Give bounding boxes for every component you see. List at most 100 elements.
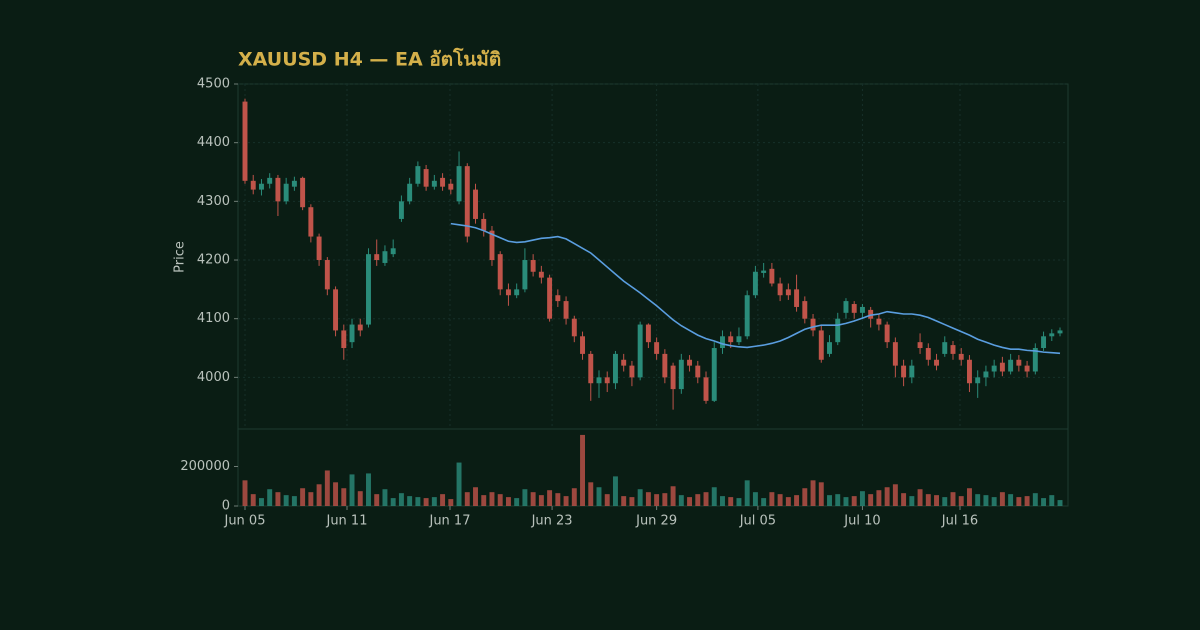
- candle-body: [876, 318, 882, 325]
- candle-body: [744, 295, 750, 337]
- volume-bar: [300, 488, 306, 506]
- volume-bar: [720, 496, 725, 506]
- candle-body: [785, 289, 791, 296]
- volume-bar: [802, 488, 808, 506]
- volume-bar: [761, 498, 767, 506]
- volume-bar: [1057, 500, 1063, 506]
- candle-body: [983, 371, 989, 378]
- candle-body: [1057, 330, 1063, 334]
- candle-body: [761, 270, 767, 273]
- x-tick-label: Jun 17: [428, 514, 470, 529]
- volume-bar: [851, 496, 857, 506]
- candle-body: [645, 324, 651, 343]
- candle-body: [711, 348, 717, 401]
- volume-bar: [555, 493, 561, 506]
- volume-bar: [571, 488, 577, 506]
- volume-bar: [752, 492, 758, 506]
- volume-bar: [983, 495, 989, 506]
- x-tick-label: Jul 05: [739, 514, 776, 529]
- candle-body: [752, 271, 758, 296]
- candle-body: [1041, 336, 1047, 349]
- candle-body: [300, 177, 306, 208]
- volume-bar: [843, 497, 849, 506]
- candle-body: [308, 207, 314, 237]
- volume-bar: [250, 494, 256, 506]
- volume-bar: [1041, 498, 1047, 506]
- volume-bar: [398, 493, 404, 506]
- volume-bar: [1024, 496, 1030, 506]
- volume-bar: [267, 489, 273, 506]
- candle-body: [538, 271, 544, 278]
- volume-bar: [777, 494, 783, 506]
- candle-body: [530, 260, 536, 272]
- volume-panel: [237, 428, 1069, 507]
- volume-bar: [1008, 494, 1014, 506]
- x-tick-label: Jun 05: [223, 514, 265, 529]
- volume-bar: [950, 492, 956, 506]
- candle-body: [267, 177, 273, 184]
- volume-bar: [349, 474, 355, 506]
- y-tick-label: 4100: [197, 311, 230, 326]
- volume-bar: [744, 480, 750, 506]
- volume-bar: [604, 494, 610, 506]
- volume-bar: [958, 496, 964, 506]
- candle-body: [497, 254, 503, 290]
- candle-body: [489, 230, 495, 261]
- candle-body: [291, 180, 297, 187]
- volume-bar: [547, 490, 553, 506]
- volume-bar: [423, 498, 429, 506]
- candle-body: [1024, 365, 1030, 372]
- volume-bar: [670, 486, 676, 506]
- volume-bar: [1049, 495, 1055, 506]
- volume-bar: [769, 492, 775, 506]
- candle-body: [884, 324, 890, 343]
- candle-body: [415, 166, 421, 184]
- candle-body: [868, 309, 874, 319]
- candle-body: [720, 336, 725, 349]
- candle-body: [999, 362, 1005, 372]
- candle-body: [654, 342, 660, 354]
- candle-body: [398, 201, 404, 219]
- volume-bar: [637, 489, 643, 506]
- moving-average: [450, 222, 1061, 355]
- y-tick-label: 4400: [197, 135, 230, 150]
- candle-body: [687, 359, 693, 366]
- volume-bar: [275, 492, 281, 506]
- candle-body: [934, 359, 939, 366]
- candle-body: [440, 177, 446, 187]
- candle-body: [390, 248, 396, 255]
- candle-body: [695, 365, 701, 378]
- candle-body: [349, 324, 355, 343]
- candle-body: [341, 330, 347, 349]
- chart-title: XAUUSD H4 — EA อัตโนมัติ: [238, 48, 501, 71]
- volume-bar: [917, 489, 923, 506]
- candle-body: [505, 289, 511, 296]
- candle-body: [448, 183, 454, 190]
- volume-bar: [794, 495, 800, 506]
- volume-bar: [308, 492, 314, 506]
- volume-bar: [645, 492, 651, 506]
- candle-body: [464, 166, 470, 237]
- candle-body: [670, 365, 676, 390]
- candle-body: [366, 254, 371, 325]
- y-tick-label: 4500: [197, 77, 230, 92]
- volume-bar: [258, 498, 264, 506]
- volume-bar: [283, 495, 289, 506]
- candle-body: [580, 336, 585, 354]
- volume-bar: [859, 491, 865, 506]
- candle-body: [250, 180, 256, 190]
- volume-bar: [629, 497, 635, 506]
- volume-bar: [473, 487, 478, 506]
- volume-bar: [497, 494, 503, 506]
- volume-bar: [291, 496, 297, 506]
- volume-bar: [966, 488, 972, 506]
- volume-bar: [884, 487, 890, 506]
- volume-bar: [687, 497, 693, 506]
- candle-body: [431, 180, 437, 187]
- volume-bar: [736, 498, 742, 506]
- volume-bar: [456, 462, 462, 506]
- candle-body: [481, 218, 487, 231]
- volume-bar: [901, 493, 907, 506]
- volume-bar: [374, 494, 380, 506]
